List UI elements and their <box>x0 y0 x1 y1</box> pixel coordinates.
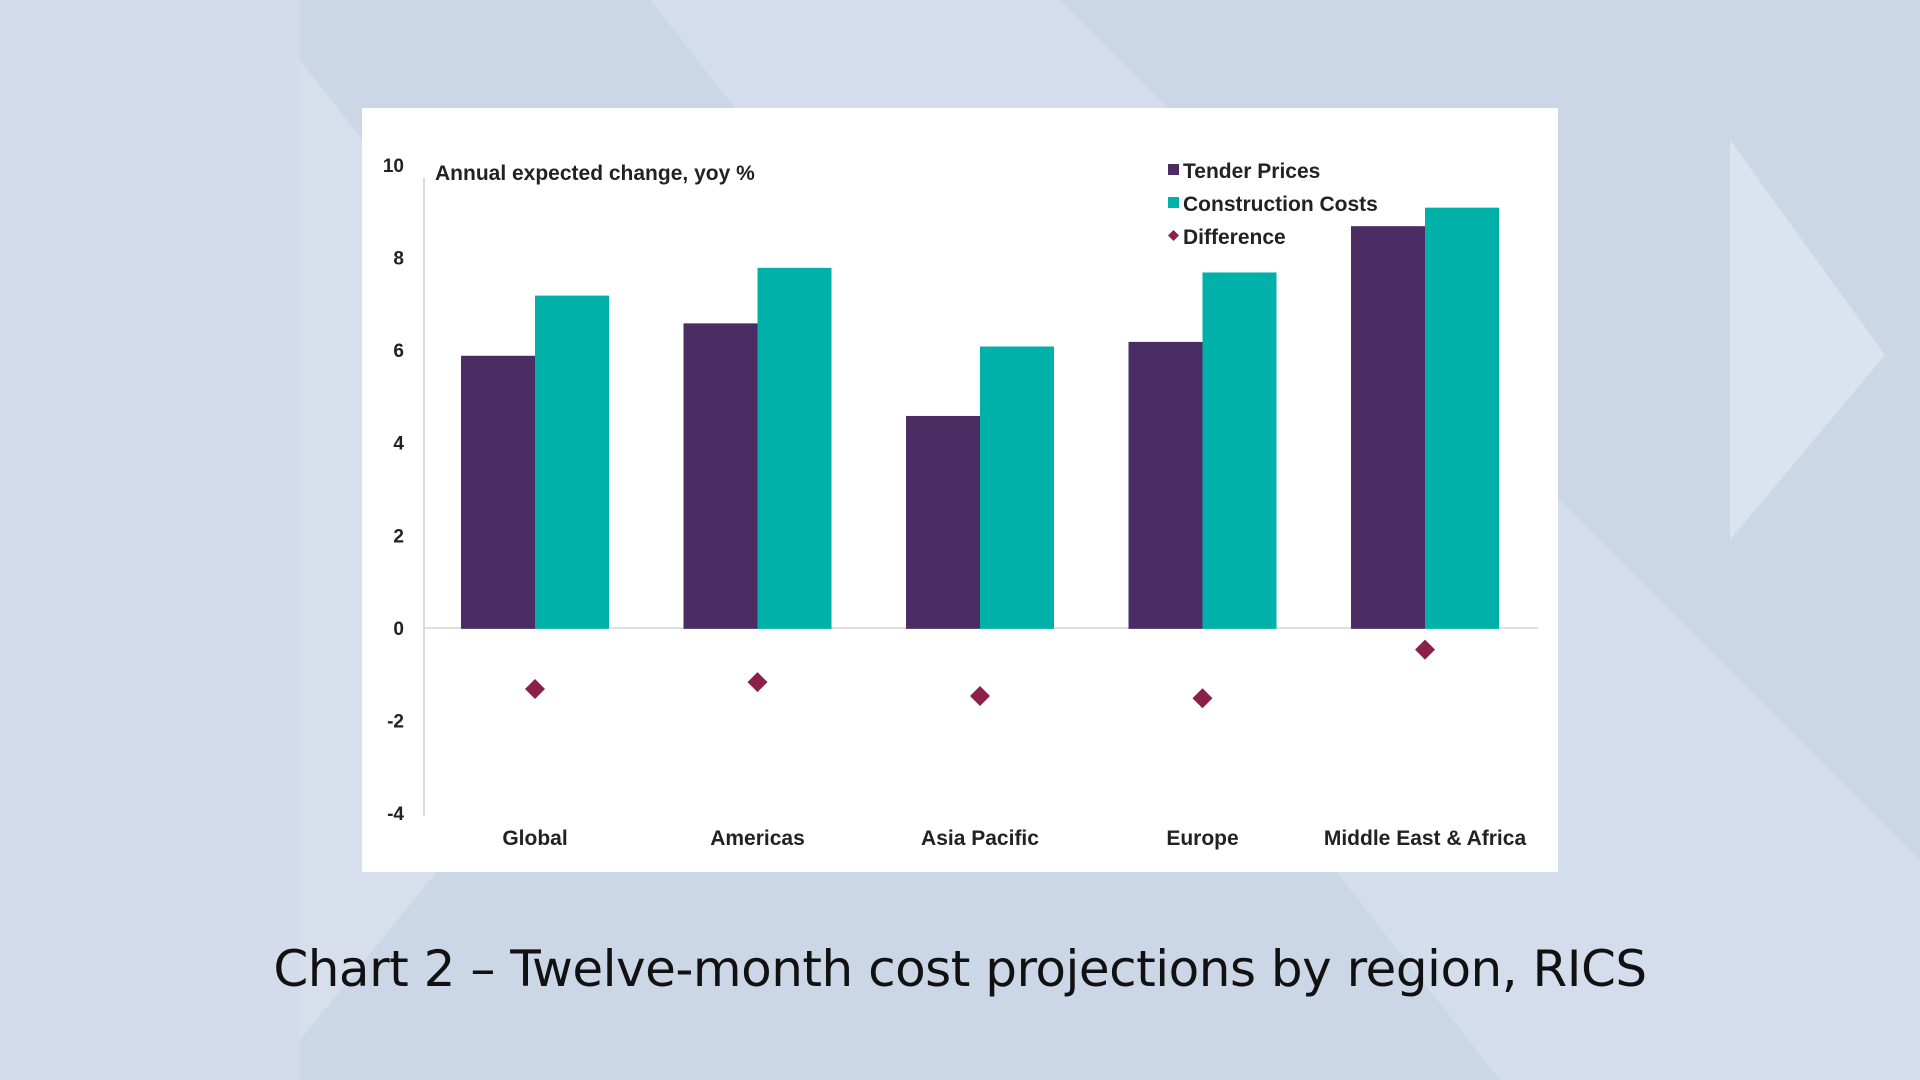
bar-construction-costs <box>535 295 609 629</box>
bar-tender-prices <box>906 415 980 629</box>
point-difference <box>1415 639 1435 660</box>
units-annotation: Annual expected change, yoy % <box>435 162 755 185</box>
legend-label-construction: Construction Costs <box>1183 193 1378 216</box>
y-tick-label: 6 <box>393 341 404 362</box>
bar-construction-costs <box>1202 272 1277 629</box>
y-tick-label: -4 <box>387 804 404 825</box>
y-tick-label: -2 <box>387 711 404 732</box>
category-label: Global <box>502 827 567 850</box>
bars <box>461 207 1499 629</box>
y-tick-labels: 10 8 6 4 2 0 -2 -4 <box>383 156 405 825</box>
point-difference <box>1192 688 1213 709</box>
bar-tender-prices <box>461 355 535 629</box>
bar-construction-costs <box>757 267 832 629</box>
chart-card: 10 8 6 4 2 0 -2 -4 Annual expected change, yoy … <box>362 108 1558 872</box>
category-label: Europe <box>1166 827 1238 850</box>
bar-tender-prices <box>683 323 758 629</box>
category-labels: Global Americas Asia Pacific Europe Middle E… <box>502 827 1526 850</box>
point-difference <box>747 672 768 693</box>
y-tick-label: 10 <box>383 156 404 177</box>
bar-tender-prices <box>1351 226 1425 629</box>
chart-caption: Chart 2 – Twelve-month cost projections … <box>273 940 1647 998</box>
legend-swatch-construction <box>1168 197 1179 208</box>
difference-points <box>525 639 1435 709</box>
legend-swatch-tender <box>1168 164 1179 175</box>
y-tick-label: 0 <box>393 619 404 640</box>
legend-label-tender: Tender Prices <box>1183 160 1320 183</box>
y-tick-label: 4 <box>393 434 404 455</box>
legend-label-difference: Difference <box>1183 226 1286 249</box>
legend: Tender Prices Construction Costs Differe… <box>1168 160 1378 249</box>
bar-construction-costs <box>1425 207 1499 629</box>
y-tick-label: 2 <box>393 526 404 547</box>
y-tick-label: 8 <box>393 249 404 270</box>
category-label: Americas <box>710 827 805 850</box>
bar-tender-prices <box>1128 341 1203 629</box>
point-difference <box>525 679 545 700</box>
legend-swatch-difference <box>1168 230 1179 241</box>
point-difference <box>970 685 990 706</box>
category-label: Middle East & Africa <box>1324 827 1527 850</box>
bar-construction-costs <box>980 346 1054 629</box>
category-label: Asia Pacific <box>921 827 1039 850</box>
chart-svg: 10 8 6 4 2 0 -2 -4 Annual expected change, yoy … <box>383 156 1538 850</box>
